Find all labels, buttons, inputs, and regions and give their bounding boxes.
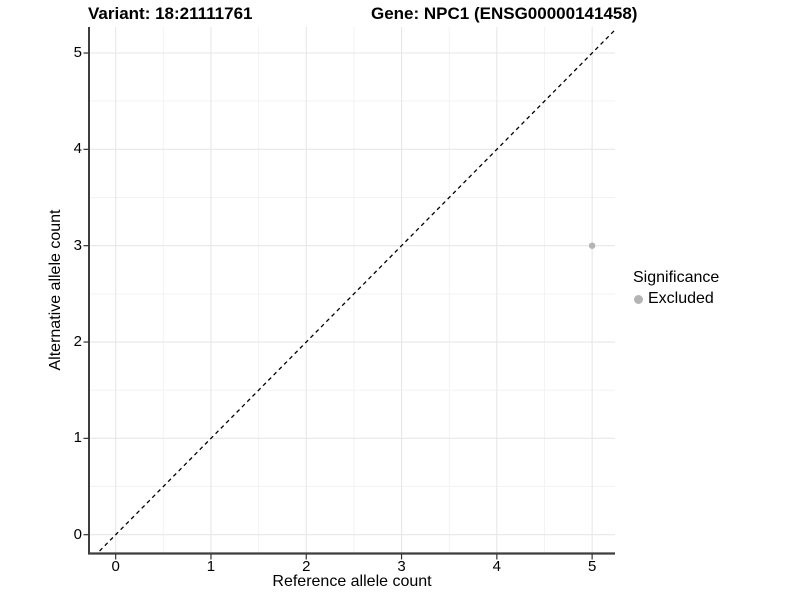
x-tick-label: 2 <box>302 558 311 575</box>
x-axis-title: Reference allele count <box>272 573 432 590</box>
legend-item-label: Excluded <box>648 290 714 307</box>
x-tick-label: 3 <box>397 558 406 575</box>
y-tick-label: 0 <box>73 525 82 543</box>
axis-lines <box>88 27 615 555</box>
axis-ticks <box>83 52 593 560</box>
identity-dashed-line <box>96 29 615 553</box>
major-gridlines <box>89 27 615 553</box>
x-tick-label: 0 <box>111 558 120 575</box>
legend-title: Significance <box>633 269 720 286</box>
x-tick-label: 1 <box>206 558 216 575</box>
legend: Significance Excluded <box>633 269 719 308</box>
plot-title-gene: Gene: NPC1 (ENSG00000141458) <box>371 4 638 23</box>
legend-item-excluded: Excluded <box>634 290 719 308</box>
data-point <box>588 242 596 249</box>
y-axis-title: Alternative allele count <box>47 209 64 371</box>
data-points <box>588 242 596 249</box>
y-tick-label: 1 <box>73 429 82 447</box>
x-tick-label: 5 <box>587 558 597 575</box>
minor-gridlines <box>89 27 615 553</box>
y-tick-label: 4 <box>73 140 82 158</box>
plot-title-variant: Variant: 18:21111761 <box>88 4 253 23</box>
x-tick-label: 4 <box>492 558 501 575</box>
reference-line-group <box>96 29 615 553</box>
legend-key-dot-icon <box>634 294 643 304</box>
y-tick-label: 2 <box>73 333 82 351</box>
y-tick-label: 5 <box>73 44 82 61</box>
y-tick-label: 3 <box>73 236 82 254</box>
